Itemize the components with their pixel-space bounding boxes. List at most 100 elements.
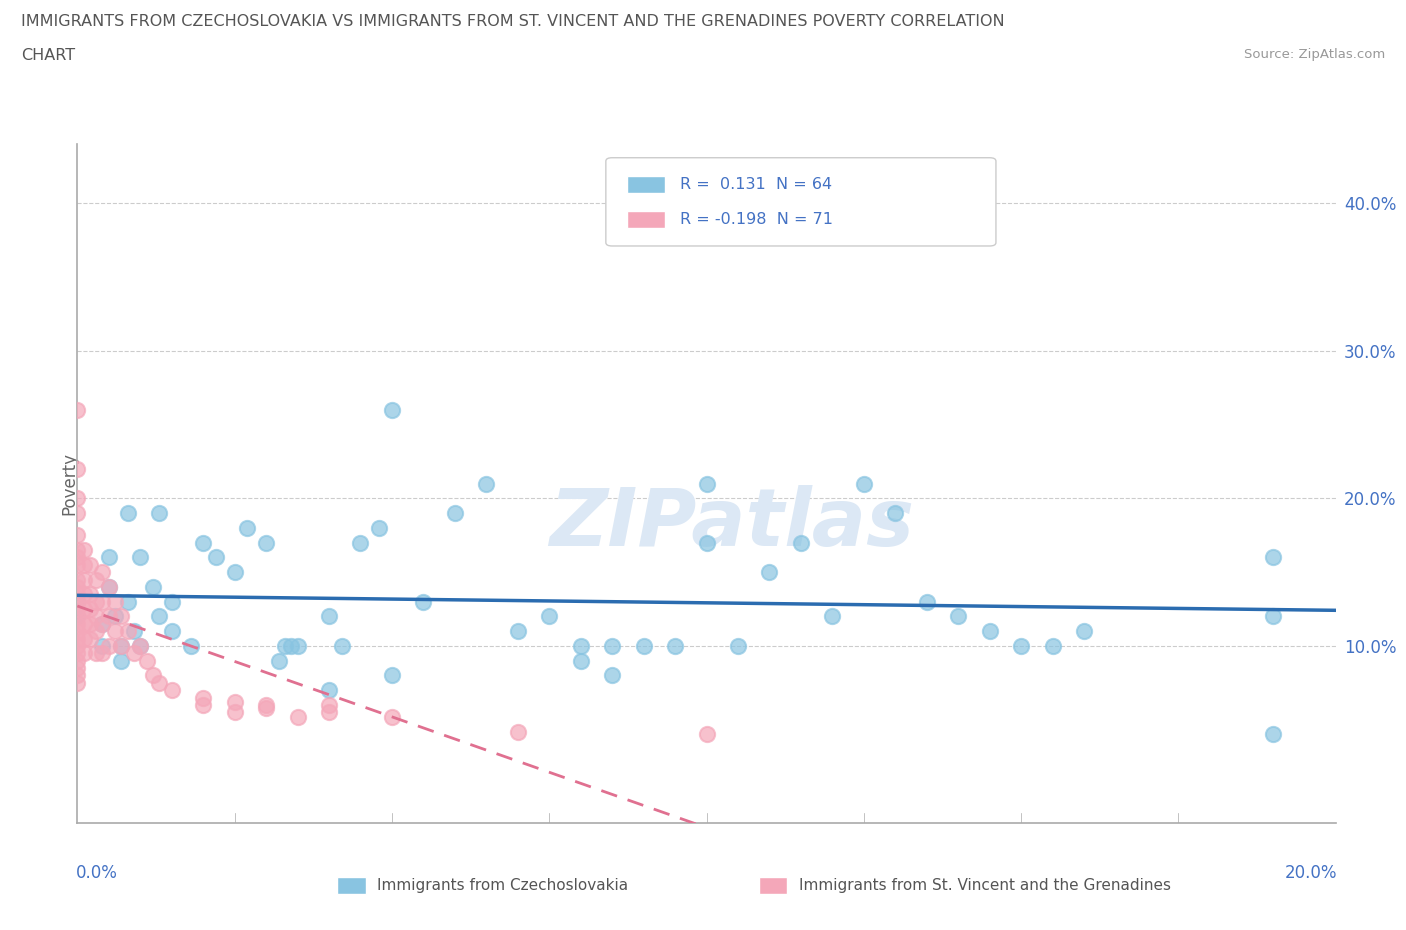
Point bbox=[135, 653, 157, 668]
Point bbox=[91, 565, 114, 579]
Point bbox=[91, 594, 114, 609]
Y-axis label: Poverty: Poverty bbox=[60, 452, 77, 515]
Point bbox=[254, 535, 277, 550]
Point bbox=[66, 639, 89, 654]
Point bbox=[66, 660, 89, 675]
Point bbox=[1073, 624, 1095, 639]
Point bbox=[91, 639, 114, 654]
Point bbox=[104, 624, 127, 639]
FancyBboxPatch shape bbox=[627, 211, 665, 229]
Point bbox=[72, 557, 94, 572]
Point bbox=[915, 594, 938, 609]
Point bbox=[148, 506, 170, 521]
Point bbox=[412, 594, 434, 609]
Point bbox=[349, 535, 371, 550]
Point bbox=[790, 535, 813, 550]
Point bbox=[72, 587, 94, 602]
Point bbox=[104, 609, 127, 624]
Point bbox=[142, 579, 165, 594]
Point bbox=[91, 646, 114, 661]
Point bbox=[72, 572, 94, 587]
Point bbox=[117, 506, 139, 521]
Point bbox=[538, 609, 561, 624]
Point bbox=[381, 710, 404, 724]
Point bbox=[254, 698, 277, 712]
Point bbox=[664, 639, 686, 654]
Point bbox=[318, 698, 340, 712]
Point bbox=[110, 609, 132, 624]
Point bbox=[1261, 550, 1284, 565]
Point bbox=[852, 476, 875, 491]
Point bbox=[160, 594, 183, 609]
Point bbox=[97, 579, 120, 594]
Point bbox=[84, 624, 107, 639]
Point bbox=[506, 724, 529, 739]
Point bbox=[696, 476, 718, 491]
Point bbox=[129, 639, 152, 654]
Point bbox=[274, 639, 297, 654]
Point bbox=[79, 587, 101, 602]
Point bbox=[66, 617, 89, 631]
Point bbox=[66, 668, 89, 683]
Point bbox=[191, 535, 215, 550]
Point bbox=[97, 639, 120, 654]
Point bbox=[72, 631, 94, 646]
Point bbox=[110, 639, 132, 654]
Point bbox=[66, 609, 89, 624]
Point bbox=[287, 710, 309, 724]
Point bbox=[66, 587, 89, 602]
Point bbox=[1261, 727, 1284, 742]
Point bbox=[633, 639, 655, 654]
Text: CHART: CHART bbox=[21, 48, 75, 63]
Point bbox=[110, 653, 132, 668]
Point bbox=[66, 572, 89, 587]
Text: Source: ZipAtlas.com: Source: ZipAtlas.com bbox=[1244, 48, 1385, 61]
Point bbox=[122, 646, 145, 661]
Text: Immigrants from St. Vincent and the Grenadines: Immigrants from St. Vincent and the Gren… bbox=[799, 878, 1171, 893]
Point bbox=[104, 594, 127, 609]
Point bbox=[1042, 639, 1064, 654]
Point bbox=[66, 631, 89, 646]
Point bbox=[97, 579, 120, 594]
Point bbox=[821, 609, 844, 624]
Point bbox=[117, 594, 139, 609]
Point bbox=[148, 609, 170, 624]
Point bbox=[191, 690, 215, 705]
Point bbox=[66, 646, 89, 661]
Point bbox=[97, 609, 120, 624]
Point bbox=[727, 639, 749, 654]
Point bbox=[696, 727, 718, 742]
Point bbox=[160, 683, 183, 698]
Point bbox=[696, 535, 718, 550]
Point bbox=[84, 572, 107, 587]
Point bbox=[758, 565, 780, 579]
Point bbox=[318, 705, 340, 720]
Point bbox=[72, 542, 94, 557]
Point bbox=[117, 624, 139, 639]
Point bbox=[381, 403, 404, 418]
Point bbox=[84, 646, 107, 661]
Point bbox=[66, 594, 89, 609]
Point bbox=[204, 550, 226, 565]
Point bbox=[84, 594, 107, 609]
Point bbox=[267, 653, 290, 668]
Point bbox=[280, 639, 302, 654]
FancyBboxPatch shape bbox=[627, 176, 665, 193]
Point bbox=[569, 639, 592, 654]
Point bbox=[224, 565, 246, 579]
Point bbox=[600, 668, 623, 683]
Point bbox=[66, 609, 89, 624]
Point bbox=[122, 624, 145, 639]
Point bbox=[506, 624, 529, 639]
Point bbox=[368, 521, 391, 536]
Point bbox=[129, 639, 152, 654]
Point bbox=[97, 550, 120, 565]
Point bbox=[66, 550, 89, 565]
Point bbox=[79, 557, 101, 572]
Point bbox=[66, 624, 89, 639]
Point bbox=[254, 700, 277, 715]
Point bbox=[148, 675, 170, 690]
Point bbox=[180, 639, 202, 654]
Point bbox=[72, 617, 94, 631]
Point bbox=[129, 550, 152, 565]
